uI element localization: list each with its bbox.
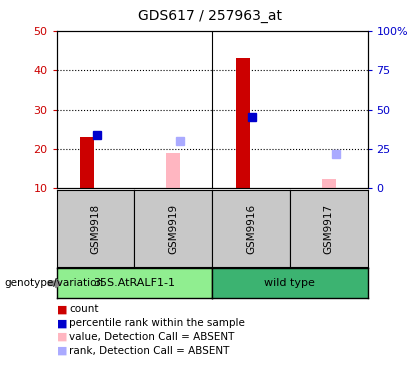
Text: GSM9918: GSM9918 <box>91 204 100 254</box>
Text: ■: ■ <box>57 318 67 328</box>
Text: rank, Detection Call = ABSENT: rank, Detection Call = ABSENT <box>69 346 230 356</box>
Bar <box>166 153 180 188</box>
Text: count: count <box>69 304 99 314</box>
Text: value, Detection Call = ABSENT: value, Detection Call = ABSENT <box>69 332 235 342</box>
Text: GSM9919: GSM9919 <box>168 204 178 254</box>
Text: ■: ■ <box>57 346 67 356</box>
Text: genotype/variation: genotype/variation <box>4 278 103 288</box>
Bar <box>236 58 249 188</box>
Text: ■: ■ <box>57 332 67 342</box>
Text: percentile rank within the sample: percentile rank within the sample <box>69 318 245 328</box>
Text: ■: ■ <box>57 304 67 314</box>
Text: wild type: wild type <box>264 278 315 288</box>
Text: 35S.AtRALF1-1: 35S.AtRALF1-1 <box>93 278 176 288</box>
Bar <box>80 137 94 188</box>
Text: GSM9916: GSM9916 <box>246 204 256 254</box>
Text: GSM9917: GSM9917 <box>324 204 333 254</box>
Text: GDS617 / 257963_at: GDS617 / 257963_at <box>138 9 282 23</box>
Bar <box>322 179 336 188</box>
